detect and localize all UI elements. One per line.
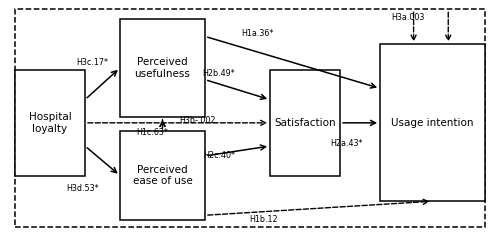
FancyBboxPatch shape xyxy=(380,44,485,201)
Text: H3b-.002: H3b-.002 xyxy=(179,116,216,125)
Text: H3a.003: H3a.003 xyxy=(391,13,424,22)
Text: Hospital
loyalty: Hospital loyalty xyxy=(28,112,72,134)
Text: H3c.17*: H3c.17* xyxy=(76,58,108,66)
Text: H2b.49*: H2b.49* xyxy=(202,69,235,78)
Text: H2c.40*: H2c.40* xyxy=(203,151,235,160)
Text: Satisfaction: Satisfaction xyxy=(274,118,336,128)
Text: Usage intention: Usage intention xyxy=(391,118,474,128)
Text: Perceived
usefulness: Perceived usefulness xyxy=(134,57,190,79)
Text: H1a.36*: H1a.36* xyxy=(242,29,274,38)
Text: H2a.43*: H2a.43* xyxy=(330,139,363,148)
Text: Perceived
ease of use: Perceived ease of use xyxy=(132,165,192,186)
FancyBboxPatch shape xyxy=(120,131,205,220)
FancyBboxPatch shape xyxy=(120,19,205,117)
FancyBboxPatch shape xyxy=(15,70,85,176)
Text: H1b.12: H1b.12 xyxy=(249,216,278,224)
Text: H1c.63*: H1c.63* xyxy=(136,128,168,137)
FancyBboxPatch shape xyxy=(270,70,340,176)
Text: H3d.53*: H3d.53* xyxy=(66,184,99,193)
